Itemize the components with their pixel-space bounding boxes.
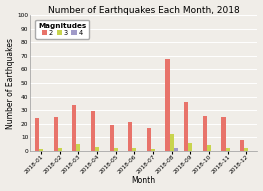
Bar [184,102,188,151]
Bar [35,118,39,151]
Legend: 2, 3, 4: 2, 3, 4 [36,20,89,39]
Bar [128,122,132,151]
Bar [226,148,230,151]
Title: Number of Earthquakes Each Month, 2018: Number of Earthquakes Each Month, 2018 [48,6,240,15]
Bar [221,117,226,151]
Bar [188,143,192,151]
Bar [244,148,248,151]
Bar [147,128,151,151]
Y-axis label: Number of Earthquakes: Number of Earthquakes [6,37,14,129]
X-axis label: Month: Month [132,176,156,185]
Bar [174,148,178,151]
Bar [240,140,244,151]
Bar [114,148,118,151]
Bar [39,149,43,151]
Bar [91,112,95,151]
Bar [54,117,58,151]
Bar [109,125,114,151]
Bar [132,148,136,151]
Bar [72,105,76,151]
Bar [165,59,170,151]
Bar [95,147,99,151]
Bar [170,134,174,151]
Bar [207,145,211,151]
Bar [151,149,155,151]
Bar [76,144,80,151]
Bar [58,148,62,151]
Bar [203,116,207,151]
